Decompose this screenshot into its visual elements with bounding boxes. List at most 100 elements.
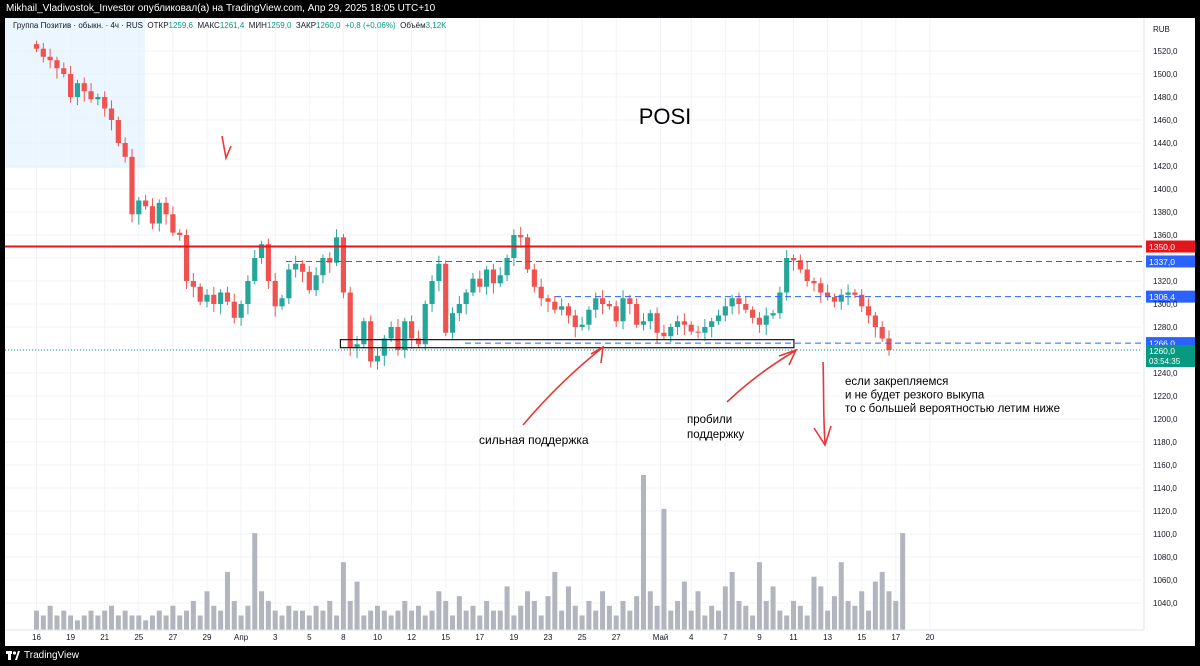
volume-bar-54 — [402, 600, 408, 630]
candle-body-57 — [422, 304, 428, 345]
volume-bar-44 — [334, 615, 340, 630]
volume-bar-121 — [859, 591, 865, 630]
annotation-strong-support: сильная поддержка — [479, 433, 589, 447]
y-tick-2: 1480,0 — [1153, 93, 1178, 102]
volume-bar-83 — [600, 591, 606, 630]
candle-body-85 — [613, 306, 619, 322]
volume-bar-17 — [149, 615, 155, 630]
candle-body-105 — [750, 309, 756, 318]
candle-body-33 — [258, 244, 265, 258]
candle-body-79 — [572, 315, 578, 327]
volume-bar-3 — [54, 615, 60, 630]
candle-body-75 — [545, 298, 551, 302]
candle-body-121 — [859, 294, 865, 307]
level-label-level-1337: 1337,0 — [1149, 257, 1175, 267]
candle-body-68 — [497, 275, 503, 284]
candle-body-86 — [620, 298, 626, 322]
volume-bar-47 — [354, 581, 360, 630]
volume-bar-34 — [265, 600, 271, 630]
candle-body-31 — [245, 281, 251, 304]
y-tick-7: 1380,0 — [1153, 208, 1178, 217]
currency-label: RUB — [1153, 25, 1170, 34]
volume-bar-24 — [197, 615, 203, 630]
candle-body-16 — [143, 200, 149, 207]
volume-bar-31 — [245, 605, 251, 630]
volume-bar-48 — [361, 615, 367, 630]
candle-body-120 — [852, 292, 858, 295]
volume-bar-13 — [122, 610, 128, 630]
volume-bar-11 — [109, 605, 115, 630]
x-tick-9: 8 — [341, 633, 346, 642]
price-chart[interactable]: 1350,01337,01306,41266,01260,003:54:35RU… — [5, 18, 1195, 646]
candle-body-38 — [293, 263, 299, 270]
volume-bar-56 — [415, 605, 421, 630]
volume-bar-99 — [709, 605, 715, 630]
level-tag-level-1337 — [1146, 255, 1195, 268]
candle-body-45 — [340, 237, 346, 293]
volume-bar-51 — [381, 610, 387, 630]
candle-body-88 — [634, 304, 640, 325]
chart-panel[interactable]: 1350,0 1337,0 1306,4 1266,0 1260,0 03:54:35 RU… — [5, 18, 1195, 646]
candle-body-93 — [668, 327, 674, 337]
candle-body-100 — [715, 315, 722, 322]
volume-bar-119 — [845, 600, 851, 630]
candle-body-23 — [190, 281, 196, 287]
candle-body-66 — [484, 269, 490, 287]
candle-body-106 — [756, 317, 763, 325]
candle-body-50 — [374, 355, 381, 362]
volume-bar-91 — [654, 605, 660, 630]
candle-body-95 — [681, 321, 687, 325]
candle-body-46 — [347, 292, 353, 348]
volume-bar-106 — [756, 562, 762, 630]
candle-body-47 — [354, 344, 360, 348]
candle-body-28 — [224, 292, 231, 302]
candle-body-14 — [129, 156, 135, 215]
volume-bar-110 — [784, 615, 790, 630]
tradingview-logo-icon — [6, 651, 20, 660]
x-tick-26: 20 — [925, 633, 934, 642]
y-tick-24: 1040,0 — [1153, 599, 1178, 608]
candle-body-62 — [456, 304, 462, 314]
volume-bar-20 — [170, 605, 176, 630]
volume-bar-39 — [299, 610, 305, 630]
volume-bar-30 — [238, 615, 244, 630]
volume-bar-41 — [313, 605, 319, 630]
candle-body-43 — [327, 258, 333, 263]
y-tick-18: 1160,0 — [1153, 461, 1177, 470]
volume-bar-126 — [893, 600, 899, 630]
candle-body-80 — [579, 324, 585, 327]
y-tick-3: 1460,0 — [1153, 116, 1178, 125]
candle-body-24 — [197, 286, 203, 302]
volume-bar-85 — [613, 615, 619, 630]
candle-body-59 — [436, 263, 442, 281]
candle-body-21 — [177, 232, 183, 235]
volume-bar-49 — [368, 610, 374, 630]
annotation-forecast-1: и не будет резкого выкупа — [845, 390, 985, 402]
symbol-name: Группа Позитив · обыкн. · 4ч · RUS — [13, 21, 143, 30]
volume-bar-9 — [95, 615, 101, 630]
volume-bar-15 — [136, 615, 142, 630]
volume-bar-108 — [770, 586, 776, 630]
low-value: 1259,0 — [266, 21, 292, 30]
y-tick-10: 1320,0 — [1153, 277, 1178, 286]
candle-body-104 — [743, 304, 749, 310]
volume-bar-22 — [184, 610, 190, 630]
candle-body-25 — [204, 294, 210, 302]
candle-body-122 — [865, 306, 872, 316]
x-tick-8: 5 — [307, 633, 312, 642]
volume-bar-33 — [259, 591, 265, 630]
open-value: 1259,6 — [168, 21, 193, 30]
candle-body-35 — [272, 281, 278, 307]
candle-body-19 — [163, 202, 169, 215]
candle-body-78 — [565, 306, 572, 316]
candle-body-65 — [477, 278, 483, 287]
annotation-forecast-0: если закрепляемся — [845, 376, 948, 388]
volume-bar-5 — [68, 615, 74, 630]
footer-brand: TradingView — [24, 650, 80, 661]
candle-body-5 — [68, 74, 74, 97]
volume-bar-111 — [791, 600, 797, 630]
candle-body-89 — [640, 321, 647, 325]
volume-bar-66 — [484, 600, 490, 630]
y-tick-17: 1180,0 — [1153, 438, 1177, 447]
candle-body-44 — [333, 237, 340, 263]
